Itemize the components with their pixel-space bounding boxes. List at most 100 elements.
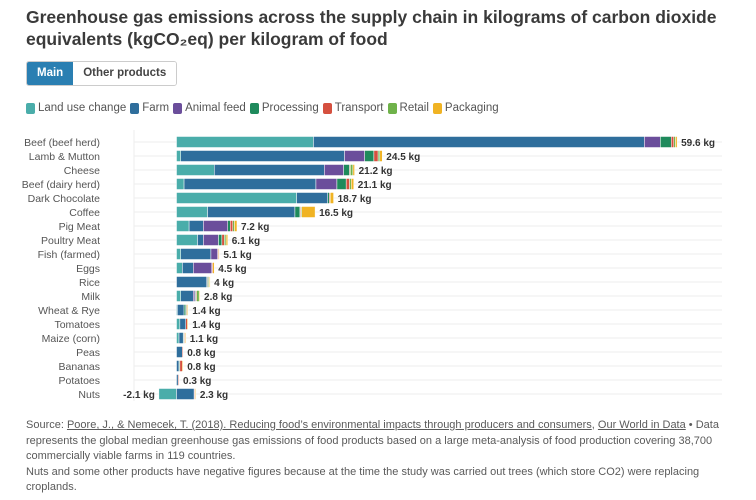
legend-label: Transport: [334, 102, 384, 114]
total-label: 1.1 kg: [190, 334, 218, 345]
bar-segment-farm: [207, 206, 296, 218]
bar-segment-processing: [364, 150, 375, 162]
category-label: Potatoes: [59, 375, 100, 387]
bar-segment-processing: [183, 304, 186, 316]
category-label: Lamb & Mutton: [29, 151, 100, 163]
bar-segment-packaging: [218, 248, 220, 260]
category-label: Rice: [79, 277, 100, 289]
bar-segment-packaging: [209, 276, 211, 288]
legend-item-transport[interactable]: Transport: [322, 102, 384, 114]
bar-segment-retail: [673, 136, 676, 148]
legend-item-farm[interactable]: Farm: [130, 102, 169, 114]
category-label: Fish (farmed): [38, 249, 100, 261]
bar-segment-transport: [221, 234, 225, 246]
legend-item-processing[interactable]: Processing: [249, 102, 319, 114]
bar-segment-farm: [177, 304, 185, 316]
total-label: 59.6 kg: [681, 138, 715, 149]
legend-item-animal-feed[interactable]: Animal feed: [173, 102, 246, 114]
source-prefix: Source:: [26, 419, 67, 431]
source-link[interactable]: Poore, J., & Nemecek, T. (2018). Reducin…: [66, 419, 592, 431]
total-label: 18.7 kg: [338, 194, 372, 205]
total-label: 7.2 kg: [241, 222, 269, 233]
bar-segment-transport: [230, 220, 234, 232]
bar-segment-processing: [218, 234, 223, 246]
bar-segment-land-use-change: [176, 220, 190, 232]
bar-segment-processing: [336, 178, 347, 190]
category-label: Coffee: [69, 207, 100, 219]
total-label: 2.8 kg: [204, 292, 232, 303]
bar-segment-animal-feed: [324, 164, 344, 176]
bar-segment-transport: [185, 318, 188, 330]
category-label: Milk: [81, 291, 100, 303]
total-label: 4.5 kg: [218, 264, 246, 275]
category-label: Eggs: [76, 263, 100, 275]
bar-segment-farm: [176, 346, 183, 358]
total-label: 24.5 kg: [386, 152, 420, 163]
negative-values-note: Nuts and some other products have negati…: [26, 465, 700, 494]
bar-segment-packaging: [184, 332, 186, 344]
bar-segment-animal-feed: [644, 136, 661, 148]
bar-segment-packaging: [198, 290, 201, 302]
total-label: 21.1 kg: [358, 180, 392, 191]
negative-total-label: -2.1 kg: [123, 390, 155, 401]
legend-swatch: [173, 102, 183, 114]
category-label: Peas: [76, 347, 100, 359]
bar-segment-packaging: [352, 164, 355, 176]
bar-segment-packaging: [350, 178, 354, 190]
legend-item-packaging[interactable]: Packaging: [432, 102, 499, 114]
chart-title: Greenhouse gas emissions across the supp…: [26, 7, 717, 49]
bar-segment-farm: [188, 220, 204, 232]
legend-item-land-use-change[interactable]: Land use change: [26, 102, 126, 114]
bar-segment-farm: [176, 360, 180, 372]
legend-label: Processing: [261, 102, 319, 114]
bar-segment-land-use-change: [176, 150, 181, 162]
bar-segment-farm: [197, 234, 204, 246]
bar-segment-packaging: [225, 234, 228, 246]
total-label: 0.8 kg: [187, 348, 215, 359]
total-label: 21.2 kg: [359, 166, 393, 177]
bar-segment-packaging: [329, 192, 334, 204]
bar-segment-land-use-change: [176, 262, 183, 274]
legend-swatch: [130, 102, 140, 114]
bar-segment-packaging: [675, 136, 678, 148]
legend-label: Animal feed: [185, 102, 246, 114]
bar-segment-land-use-change: [176, 136, 314, 148]
tab-other-products[interactable]: Other products: [73, 62, 177, 85]
bar-segment-transport: [345, 178, 350, 190]
bar-segment-farm: [214, 164, 325, 176]
category-label: Nuts: [78, 389, 100, 401]
bar-segment-land-use-change: [176, 178, 185, 190]
bar-segment-farm: [182, 262, 194, 274]
legend-swatch: [387, 102, 397, 114]
category-label: Beef (beef herd): [24, 137, 100, 149]
bar-segment-packaging: [379, 150, 383, 162]
bar-segment-animal-feed: [210, 248, 218, 260]
legend-swatch: [322, 102, 332, 114]
bar-segment-retail: [232, 220, 235, 232]
bar-segment-retail: [350, 164, 354, 176]
bar-segment-farm: [176, 374, 179, 386]
category-label: Pig Meat: [59, 221, 101, 233]
bar-segment-land-use-change: [176, 318, 181, 330]
total-label: 16.5 kg: [319, 208, 353, 219]
category-label: Wheat & Rye: [38, 305, 100, 317]
bar-segment-retail: [224, 234, 227, 246]
legend-label: Packaging: [444, 102, 499, 114]
total-label: 0.8 kg: [187, 362, 215, 373]
legend-item-retail[interactable]: Retail: [387, 102, 429, 114]
bar-segment-packaging: [182, 360, 184, 372]
bar-segment-processing: [227, 220, 231, 232]
bar-segment-land-use-change: [176, 332, 180, 344]
tab-main[interactable]: Main: [27, 62, 74, 85]
category-label: Bananas: [59, 361, 100, 373]
owid-link[interactable]: Our World in Data: [597, 419, 686, 431]
bar-segment-retail: [196, 290, 200, 302]
source-separator: ,: [591, 419, 598, 431]
bar-segment-animal-feed: [315, 178, 338, 190]
bar-segment-land-use-change: [176, 234, 198, 246]
data-description: • Data represents the global median gree…: [26, 419, 719, 462]
category-label: Beef (dairy herd): [22, 179, 100, 191]
footer-note: Source: Poore, J., & Nemecek, T. (2018).…: [26, 418, 731, 496]
bar-segment-retail: [377, 150, 381, 162]
bar-segment-farm: [176, 276, 207, 288]
